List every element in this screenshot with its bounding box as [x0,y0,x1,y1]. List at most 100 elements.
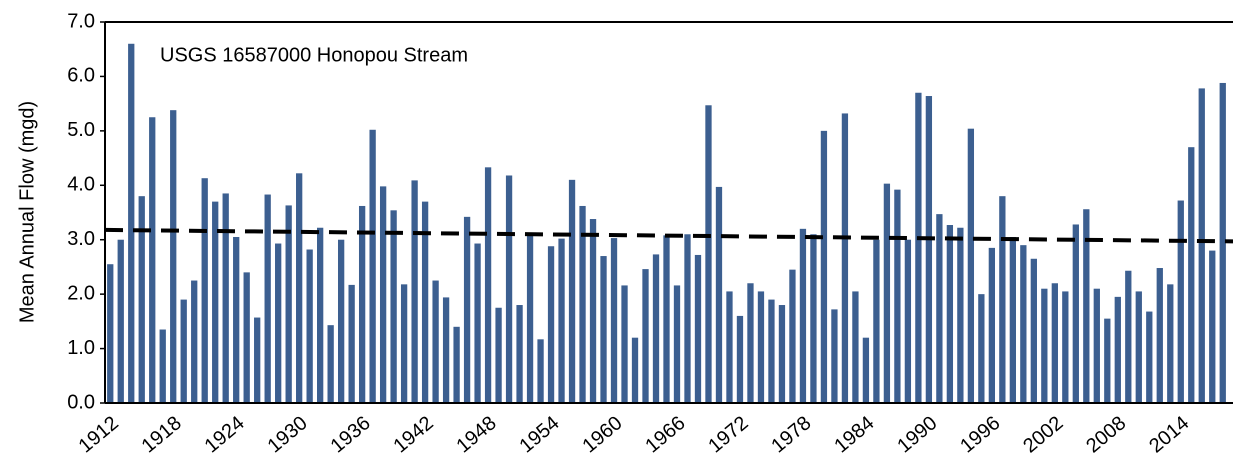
bar [547,246,555,403]
bar [852,291,859,403]
bar [642,269,649,403]
bar [254,317,261,403]
bar [915,92,922,403]
bar [411,180,418,403]
bar [631,337,639,403]
bar [379,186,387,403]
x-tick-label: 1936 [327,412,375,457]
x-tick-label: 1960 [578,412,626,457]
bar [768,299,775,403]
bar [117,239,124,403]
bar [1030,258,1037,403]
bar [327,325,334,403]
bar [400,284,408,403]
bar [1072,224,1079,403]
bar [474,243,481,403]
bar [894,189,901,403]
bar [170,110,177,403]
bar [1198,88,1205,403]
bar [107,264,114,403]
bar [149,117,156,403]
x-tick-label: 1948 [452,412,500,457]
bar [1167,284,1174,403]
x-tick-label: 1966 [641,412,689,457]
bar [1219,82,1226,404]
bar [1009,236,1016,403]
bar [1135,291,1142,403]
y-tick-label: 7.0 [67,10,95,32]
x-tick-label: 1924 [201,412,249,457]
bar [957,227,964,403]
bar [1093,288,1100,403]
bar [1020,245,1027,403]
bar [285,205,292,403]
bar [128,43,135,404]
bar [1051,283,1058,403]
bar [432,280,439,403]
y-tick-label: 4.0 [67,174,95,196]
x-tick-label: 2008 [1082,412,1130,457]
bar [663,235,670,403]
y-tick-label: 1.0 [67,337,95,359]
bar [726,291,733,403]
bar [883,183,891,403]
bar [684,234,691,403]
bar [862,337,870,403]
bar [810,234,817,403]
bar [191,280,198,403]
bar [348,284,355,403]
x-tick-label: 1954 [515,412,563,457]
bar [841,113,849,403]
bar [946,225,954,403]
bar [904,239,912,403]
bar [1125,270,1132,403]
x-tick-label: 1942 [389,412,437,457]
bar [369,129,376,404]
bar [652,254,660,403]
bar [1041,288,1048,403]
trend-line [104,227,1233,244]
bar [505,175,513,403]
bar [296,173,303,403]
bar [999,196,1006,403]
y-tick-label: 6.0 [67,65,95,87]
x-tick-label: 1984 [830,412,878,457]
x-tick-label: 1930 [264,412,312,457]
bar [799,228,807,403]
bar [275,243,282,403]
bar [1114,296,1121,403]
x-tick-label: 2002 [1019,412,1067,457]
bar [715,186,723,403]
y-tick-label: 3.0 [67,228,95,250]
bar [442,297,450,403]
bar [925,96,933,403]
bar [159,329,166,403]
x-tick-label: 1918 [138,412,186,457]
bar [988,247,996,403]
bar [1177,200,1184,403]
bar [453,326,460,403]
bar [621,285,628,403]
y-tick-label: 5.0 [67,119,95,141]
bar [317,227,324,403]
bar [358,205,366,403]
bar [967,128,975,403]
bar [495,307,502,403]
bar [243,272,250,403]
bar [589,219,597,403]
bar [694,254,702,403]
x-tick-label: 1972 [704,412,752,457]
x-tick-label: 1990 [893,412,941,457]
bar [789,269,796,403]
y-tick-label: 0.0 [67,391,95,413]
bar [831,309,838,403]
bar [212,201,219,403]
bar [747,283,754,403]
x-tick-label: 1912 [75,412,123,457]
bar [1104,318,1111,403]
bar [1188,147,1195,403]
bar [610,238,618,403]
bar [233,236,240,403]
bar [1209,250,1216,403]
